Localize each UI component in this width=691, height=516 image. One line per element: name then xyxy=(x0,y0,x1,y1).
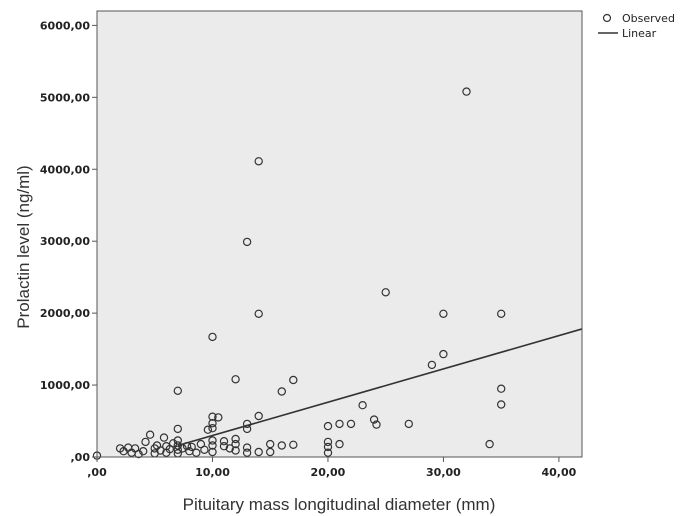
data-point-65 xyxy=(323,437,333,447)
x-axis: ,00 10,00 20,00 30,00 40,00 xyxy=(87,457,577,479)
legend-observed-marker xyxy=(602,13,612,23)
data-point-43 xyxy=(225,444,234,453)
data-point-81 xyxy=(497,384,506,393)
data-point-58 xyxy=(266,439,275,449)
linear-fit-line xyxy=(177,328,583,447)
data-point-49 xyxy=(242,443,252,452)
x-tick-label: 30,00 xyxy=(426,466,461,479)
data-point-23 xyxy=(173,424,182,434)
data-point-55 xyxy=(254,309,263,318)
data-point-63 xyxy=(323,448,333,457)
data-point-71 xyxy=(369,415,379,424)
data-point-53 xyxy=(254,447,263,457)
data-point-61 xyxy=(289,440,298,449)
x-tick-label: 10,00 xyxy=(195,466,230,479)
y-tick-label: 2000,00 xyxy=(40,307,90,320)
data-point-60 xyxy=(277,387,286,396)
x-tick-label: 40,00 xyxy=(542,466,577,479)
y-axis-label: Prolactin level (ng/ml) xyxy=(14,165,33,328)
data-point-20 xyxy=(173,445,182,454)
data-point-74 xyxy=(404,419,413,429)
data-point-76 xyxy=(439,349,448,359)
y-tick-label: 1000,00 xyxy=(40,379,90,392)
data-point-34 xyxy=(208,441,217,450)
data-point-38 xyxy=(208,412,217,421)
data-point-56 xyxy=(254,157,263,166)
data-point-33 xyxy=(208,447,217,457)
data-point-37 xyxy=(208,419,217,428)
data-point-36 xyxy=(208,424,217,433)
data-point-52 xyxy=(242,237,252,247)
data-point-79 xyxy=(485,439,494,449)
data-point-28 xyxy=(187,442,196,452)
data-point-68 xyxy=(335,419,344,429)
y-tick-label: ,00 xyxy=(71,451,91,464)
data-point-48 xyxy=(242,448,252,457)
data-point-13 xyxy=(156,446,165,455)
data-point-82 xyxy=(497,309,506,318)
data-point-22 xyxy=(173,436,182,445)
x-tick-label: 20,00 xyxy=(311,466,346,479)
data-point-47 xyxy=(231,375,240,384)
y-tick-label: 3000,00 xyxy=(40,235,90,248)
data-point-46 xyxy=(231,434,240,444)
data-point-9 xyxy=(145,430,155,439)
data-point-45 xyxy=(231,439,240,449)
data-point-32 xyxy=(203,425,213,434)
plot-frame xyxy=(96,10,583,458)
data-point-44 xyxy=(231,446,240,455)
data-point-39 xyxy=(208,332,217,342)
data-point-73 xyxy=(381,288,390,297)
observed-points xyxy=(92,87,506,460)
data-point-41 xyxy=(219,442,229,451)
data-point-80 xyxy=(497,400,506,409)
data-point-67 xyxy=(335,439,344,449)
legend-linear-label: Linear xyxy=(622,27,657,40)
data-point-77 xyxy=(439,309,448,318)
data-point-18 xyxy=(168,439,178,448)
y-axis: ,00 1000,00 2000,00 3000,00 4000,00 5000,00 60… xyxy=(40,19,97,464)
data-point-35 xyxy=(208,436,217,445)
data-point-42 xyxy=(219,437,229,446)
data-point-78 xyxy=(462,87,471,96)
plot-area xyxy=(97,11,582,457)
data-point-40 xyxy=(214,413,223,422)
data-point-14 xyxy=(159,433,169,442)
data-point-54 xyxy=(254,411,263,421)
data-point-70 xyxy=(358,401,367,410)
data-point-7 xyxy=(138,447,148,456)
data-point-8 xyxy=(141,437,150,447)
data-point-69 xyxy=(346,419,356,429)
data-point-24 xyxy=(173,386,182,395)
data-point-59 xyxy=(277,441,286,450)
legend-observed-label: Observed xyxy=(622,12,675,25)
data-point-57 xyxy=(266,447,275,457)
y-tick-label: 5000,00 xyxy=(40,91,90,104)
data-point-31 xyxy=(200,445,209,454)
data-point-66 xyxy=(323,421,333,431)
y-tick-label: 4000,00 xyxy=(40,163,90,176)
y-tick-label: 6000,00 xyxy=(40,19,90,32)
legend: Observed Linear xyxy=(598,12,675,40)
x-axis-label: Pituitary mass longitudinal diameter (mm… xyxy=(183,495,496,514)
data-point-29 xyxy=(192,448,201,457)
x-tick-label: ,00 xyxy=(87,466,107,479)
data-point-72 xyxy=(372,420,381,429)
data-point-64 xyxy=(323,442,333,452)
data-point-62 xyxy=(289,375,298,385)
data-point-75 xyxy=(427,360,437,370)
